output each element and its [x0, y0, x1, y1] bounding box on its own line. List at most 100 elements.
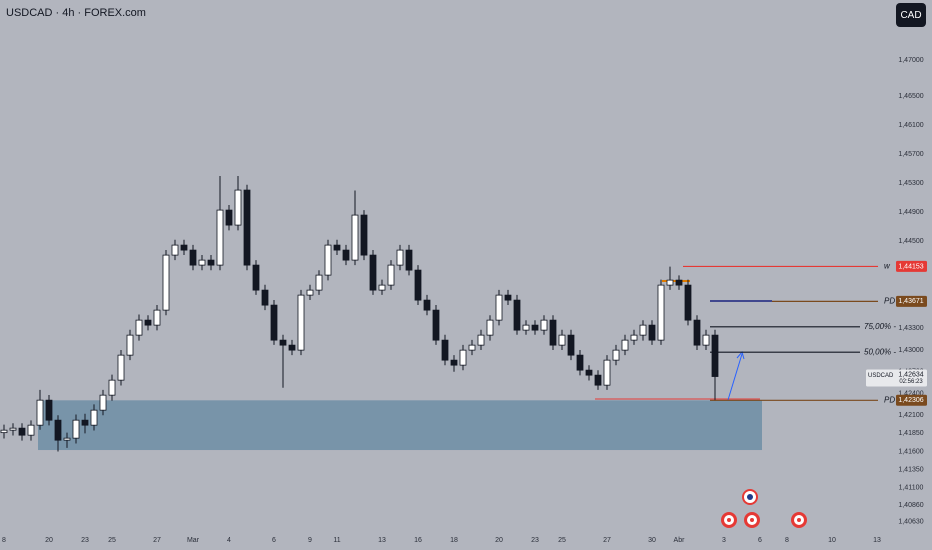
x-tick-label: 23	[531, 537, 539, 544]
candle-body	[513, 299, 521, 331]
candle-body	[702, 334, 710, 346]
x-tick-label: 27	[603, 537, 611, 544]
price-tag: 1,43671	[898, 298, 923, 305]
candle-body	[666, 279, 674, 286]
candle-body	[9, 427, 17, 431]
candle-body	[117, 354, 125, 381]
candle-body	[675, 279, 683, 286]
price-tag-bg	[896, 260, 927, 272]
y-tick-label: 1,42400	[898, 390, 923, 397]
candle-body	[36, 399, 44, 426]
event-icons	[721, 489, 807, 528]
candle-body	[468, 344, 476, 351]
candle-body	[0, 429, 8, 434]
candle-body	[81, 419, 89, 426]
chart-title: USDCAD · 4h · FOREX.com	[6, 7, 146, 19]
candle-body	[603, 359, 611, 386]
x-tick-label: 23	[81, 537, 89, 544]
candle-body	[153, 309, 161, 326]
y-tick-label: 1,44900	[898, 209, 923, 216]
x-tick-label: 18	[450, 537, 458, 544]
candle-body	[378, 284, 386, 291]
candle-body	[657, 284, 665, 341]
candle-body	[693, 319, 701, 346]
y-tick-label: 1,41600	[898, 448, 923, 455]
candle-body	[396, 249, 404, 266]
x-tick-label: 25	[558, 537, 566, 544]
last-price: 1,42634	[898, 371, 923, 378]
candle-body	[225, 209, 233, 226]
candle-body	[198, 259, 206, 266]
level-label: PD	[884, 296, 895, 305]
candle-body	[216, 209, 224, 266]
x-tick-label: 13	[873, 537, 881, 544]
candle-body	[558, 334, 566, 346]
candle-body	[234, 189, 242, 226]
candle-body	[135, 319, 143, 336]
y-tick-label: 1,41100	[899, 485, 924, 492]
arrow	[727, 350, 745, 401]
level-label: PD	[884, 395, 895, 404]
y-tick-label: 1,41850	[898, 430, 923, 437]
candle-body	[684, 284, 692, 321]
y-tick-label: 1,41350	[898, 466, 923, 473]
candle-body	[459, 349, 467, 366]
candle-body	[576, 354, 584, 371]
currency-button[interactable]: CAD	[900, 10, 921, 21]
candle-body	[711, 334, 719, 377]
candle-body	[567, 334, 575, 356]
y-tick-label: 1,45700	[898, 151, 923, 158]
candle-body	[495, 294, 503, 321]
x-tick-label: 20	[45, 537, 53, 544]
candle-body	[54, 419, 62, 441]
candle-body	[594, 374, 602, 386]
candle-body	[342, 249, 350, 261]
y-tick-label: 1,46100	[898, 122, 923, 129]
candle-body	[315, 274, 323, 291]
candle-body	[261, 289, 269, 306]
x-tick-label: 30	[648, 537, 656, 544]
price-tag-bg	[896, 295, 927, 307]
price-tag: 1,42306	[898, 397, 923, 404]
y-tick-label: 1,40860	[898, 502, 923, 509]
candle-body	[126, 334, 134, 356]
x-tick-label: 10	[828, 537, 836, 544]
y-tick-label: 1,43300	[898, 325, 923, 332]
candle-body	[90, 409, 98, 426]
candle-body	[72, 419, 80, 439]
candle-body	[360, 214, 368, 256]
y-tick-label: 1,44500	[898, 238, 923, 245]
currency-button-bg[interactable]	[896, 3, 926, 27]
y-tick-label: 1,43000	[898, 347, 923, 354]
demand-zone	[38, 400, 762, 451]
candle-body	[540, 319, 548, 331]
x-tick-label: 25	[108, 537, 116, 544]
x-tick-label: 16	[414, 537, 422, 544]
x-tick-label: 8	[2, 537, 6, 544]
candle-body	[639, 324, 647, 336]
candle-body	[207, 259, 215, 266]
candle-body	[18, 427, 26, 436]
candle-body	[369, 254, 377, 291]
candle-body	[279, 339, 287, 346]
candle-body	[522, 324, 530, 331]
y-tick-label: 1,45300	[898, 180, 923, 187]
candle-body	[333, 244, 341, 251]
price-tag: 1,44153	[898, 263, 923, 270]
candle-body	[648, 324, 656, 341]
x-tick-label: 13	[378, 537, 386, 544]
candle-body	[621, 339, 629, 351]
x-tick-label: 4	[227, 537, 231, 544]
candle-body	[504, 294, 512, 301]
candle-body	[477, 334, 485, 346]
level-label: w	[884, 262, 891, 271]
level-label: 75,00% -	[864, 322, 896, 331]
candle-body	[243, 189, 251, 266]
candle-body	[441, 339, 449, 361]
candle-body	[387, 264, 395, 286]
x-tick-label: 20	[495, 537, 503, 544]
zone-layer	[38, 400, 762, 451]
candle-body	[531, 324, 539, 331]
